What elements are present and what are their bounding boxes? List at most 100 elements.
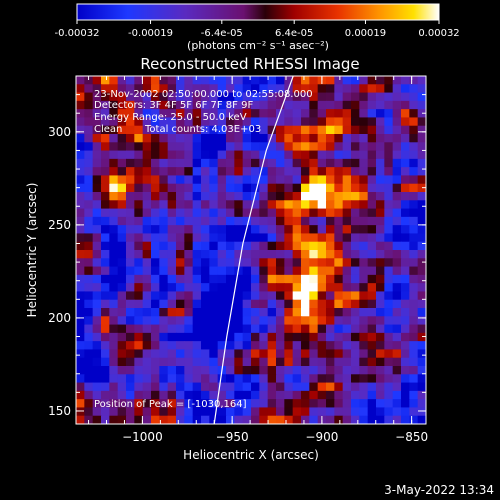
heatmap-cell (134, 366, 144, 375)
heatmap-cell (226, 84, 235, 94)
heatmap-cell (276, 407, 285, 417)
heatmap-cell (109, 125, 119, 135)
heatmap-cell (384, 84, 394, 94)
heatmap-cell (226, 167, 235, 177)
heatmap-cell (84, 125, 94, 135)
heatmap-cell (417, 175, 426, 185)
colorbar-tick-label: 0.00032 (418, 28, 459, 39)
heatmap-cell (167, 291, 177, 301)
heatmap-cell (384, 100, 394, 110)
heatmap-cell (159, 225, 169, 235)
heatmap-cell (267, 200, 277, 210)
heatmap-cell (84, 374, 94, 384)
heatmap-cell (251, 332, 260, 342)
heatmap-cell (126, 142, 135, 152)
heatmap-cell (101, 117, 110, 127)
heatmap-cell (201, 308, 210, 317)
heatmap-cell (326, 399, 335, 409)
heatmap-cell (376, 382, 385, 392)
heatmap-cell (292, 84, 302, 94)
heatmap-cell (251, 357, 260, 367)
heatmap-cell (192, 109, 202, 119)
heatmap-cell (192, 167, 202, 177)
heatmap-cell (392, 117, 402, 127)
heatmap-cell (292, 158, 302, 168)
heatmap-cell (376, 208, 385, 218)
heatmap-cell (84, 266, 94, 276)
heatmap-cell (359, 200, 369, 210)
heatmap-cell (317, 84, 327, 94)
heatmap-cell (101, 109, 110, 119)
heatmap-cell (276, 382, 285, 392)
heatmap-cell (417, 100, 426, 110)
heatmap-cell (351, 208, 360, 218)
heatmap-cell (259, 407, 269, 417)
heatmap-cell (284, 374, 294, 384)
heatmap-cell (309, 175, 319, 185)
heatmap-cell (159, 250, 169, 259)
heatmap-cell (267, 225, 277, 235)
heatmap-cell (176, 324, 185, 334)
heatmap-cell (334, 225, 344, 235)
heatmap-cell (242, 84, 252, 94)
heatmap-cell (251, 316, 260, 326)
heatmap-cell (126, 366, 135, 375)
heatmap-cell (159, 291, 169, 301)
heatmap-cell (334, 291, 344, 301)
heatmap-cell (226, 258, 235, 268)
heatmap-cell (117, 216, 127, 226)
heatmap-cell (392, 283, 402, 293)
heatmap-cell (176, 208, 185, 218)
heatmap-cell (409, 208, 419, 218)
heatmap-cell (367, 84, 377, 94)
heatmap-cell (217, 266, 227, 276)
heatmap-cell (151, 399, 160, 409)
heatmap-cell (176, 134, 185, 143)
heatmap-cells (76, 76, 426, 424)
heatmap-cell (92, 357, 102, 367)
heatmap-cell (184, 366, 194, 375)
heatmap-cell (259, 225, 269, 235)
heatmap-cell (392, 208, 402, 218)
heatmap-cell (309, 324, 319, 334)
heatmap-cell (292, 167, 302, 177)
heatmap-cell (309, 283, 319, 293)
heatmap-cell (317, 399, 327, 409)
heatmap-cell (151, 349, 160, 359)
heatmap-cell (167, 283, 177, 293)
heatmap-cell (326, 415, 335, 424)
heatmap-cell (126, 225, 135, 235)
heatmap-cell (184, 250, 194, 259)
heatmap-cell (226, 233, 235, 243)
heatmap-cell (334, 366, 344, 375)
heatmap-cell (134, 167, 144, 177)
heatmap-cell (401, 366, 410, 375)
heatmap-cell (376, 324, 385, 334)
heatmap-cell (401, 266, 410, 276)
heatmap-cell (367, 167, 377, 177)
heatmap-cell (267, 233, 277, 243)
heatmap-cell (376, 216, 385, 226)
heatmap-cell (334, 258, 344, 268)
heatmap-cell (101, 349, 110, 359)
heatmap-cell (326, 283, 335, 293)
heatmap-cell (367, 316, 377, 326)
heatmap-cell (126, 92, 135, 102)
heatmap-cell (142, 109, 152, 119)
heatmap-cell (234, 208, 244, 218)
heatmap-cell (351, 308, 360, 317)
heatmap-cell (276, 415, 285, 424)
heatmap-cell (209, 366, 219, 375)
heatmap-cell (142, 308, 152, 317)
heatmap-cell (92, 225, 102, 235)
heatmap-cell (276, 241, 285, 251)
heatmap-cell (226, 357, 235, 367)
heatmap-cell (417, 374, 426, 384)
heatmap-cell (117, 258, 127, 268)
heatmap-cell (317, 134, 327, 143)
heatmap-cell (351, 158, 360, 168)
heatmap-cell (134, 266, 144, 276)
heatmap-cell (159, 274, 169, 284)
heatmap-cell (192, 341, 202, 351)
heatmap-cell (192, 241, 202, 251)
